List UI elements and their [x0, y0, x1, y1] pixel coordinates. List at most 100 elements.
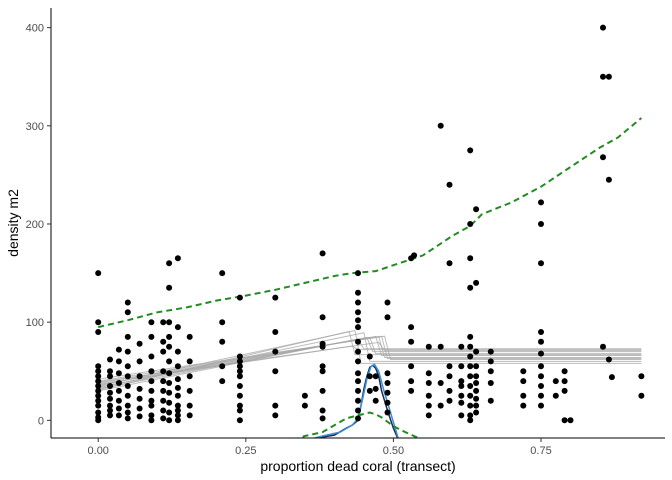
data-point [437, 380, 444, 386]
data-point [520, 392, 527, 399]
data-point [166, 370, 173, 377]
data-point [355, 299, 361, 306]
data-point [95, 373, 102, 380]
data-point [319, 343, 326, 350]
x-tick-label: 0.50 [383, 445, 404, 457]
data-point [95, 383, 102, 389]
data-point [115, 405, 122, 412]
data-point [600, 24, 606, 31]
data-point [95, 387, 102, 394]
data-point [219, 338, 226, 345]
data-point [272, 348, 279, 355]
data-point [605, 176, 612, 183]
data-point [446, 373, 453, 380]
data-point [473, 395, 480, 402]
data-point [166, 409, 173, 416]
data-point [561, 417, 568, 424]
data-point [372, 373, 379, 380]
density-curve-dark [312, 364, 399, 438]
data-point [608, 374, 615, 381]
data-point [384, 399, 391, 406]
data-point [95, 378, 102, 385]
data-point [107, 402, 113, 409]
data-point [115, 346, 122, 353]
data-point [148, 412, 155, 419]
data-point [384, 314, 391, 321]
x-tick-label: 0.75 [530, 445, 551, 457]
breakpoint-fit-line-3 [98, 336, 642, 388]
data-point [107, 389, 113, 396]
x-tick-label: 0.00 [88, 445, 109, 457]
data-point [160, 397, 167, 404]
data-point [467, 343, 474, 350]
data-point [124, 348, 131, 355]
data-point [372, 397, 379, 404]
data-point [301, 392, 308, 399]
data-point [107, 373, 113, 380]
data-point [160, 378, 167, 385]
data-point [355, 309, 361, 316]
data-point [467, 284, 474, 291]
data-point [124, 392, 131, 399]
data-point [552, 392, 559, 399]
data-point [115, 380, 122, 386]
data-point [552, 378, 559, 385]
data-point [473, 409, 480, 416]
data-point [148, 353, 155, 360]
data-point [186, 358, 193, 365]
data-point [467, 147, 474, 154]
data-point [319, 407, 326, 414]
data-point [355, 270, 361, 277]
data-point [355, 378, 361, 385]
breakpoint-fit-line-10 [98, 345, 642, 385]
y-tick-label: 200 [26, 219, 44, 231]
data-point [487, 380, 494, 386]
data-point [372, 385, 379, 392]
data-point [95, 270, 102, 277]
data-point [186, 373, 193, 380]
data-point [411, 252, 418, 259]
data-point [467, 412, 474, 419]
data-point [605, 356, 612, 363]
data-point [107, 407, 113, 414]
data-point [136, 358, 143, 365]
data-point [236, 392, 243, 399]
data-point [366, 387, 373, 394]
x-axis-title: proportion dead coral (transect) [260, 458, 455, 474]
data-point [319, 250, 326, 257]
data-point [219, 270, 226, 277]
data-point [160, 407, 167, 414]
data-point [355, 370, 361, 377]
data-point [166, 389, 173, 396]
data-point [408, 324, 415, 331]
data-point [446, 387, 453, 394]
data-point [166, 333, 173, 340]
data-point [301, 402, 308, 409]
data-point [236, 383, 243, 389]
breakpoint-fit-line-9 [98, 329, 642, 387]
data-point [166, 417, 173, 424]
data-point [124, 333, 131, 340]
data-point [446, 363, 453, 370]
data-point [124, 309, 131, 316]
data-point [425, 412, 432, 419]
data-point [473, 373, 480, 380]
data-point [600, 73, 606, 80]
data-point [136, 413, 143, 420]
data-point [136, 373, 143, 380]
axes [50, 8, 665, 439]
data-point [437, 402, 444, 409]
data-point [115, 370, 122, 377]
data-point [166, 358, 173, 365]
data-point [236, 368, 243, 375]
data-point [538, 363, 544, 370]
data-point [186, 387, 193, 394]
data-points [95, 24, 645, 424]
data-point [115, 412, 122, 419]
data-point [124, 299, 131, 306]
data-point [538, 383, 544, 389]
data-point [561, 368, 568, 375]
data-point [95, 417, 102, 424]
data-point [136, 340, 143, 347]
data-point [467, 255, 474, 262]
